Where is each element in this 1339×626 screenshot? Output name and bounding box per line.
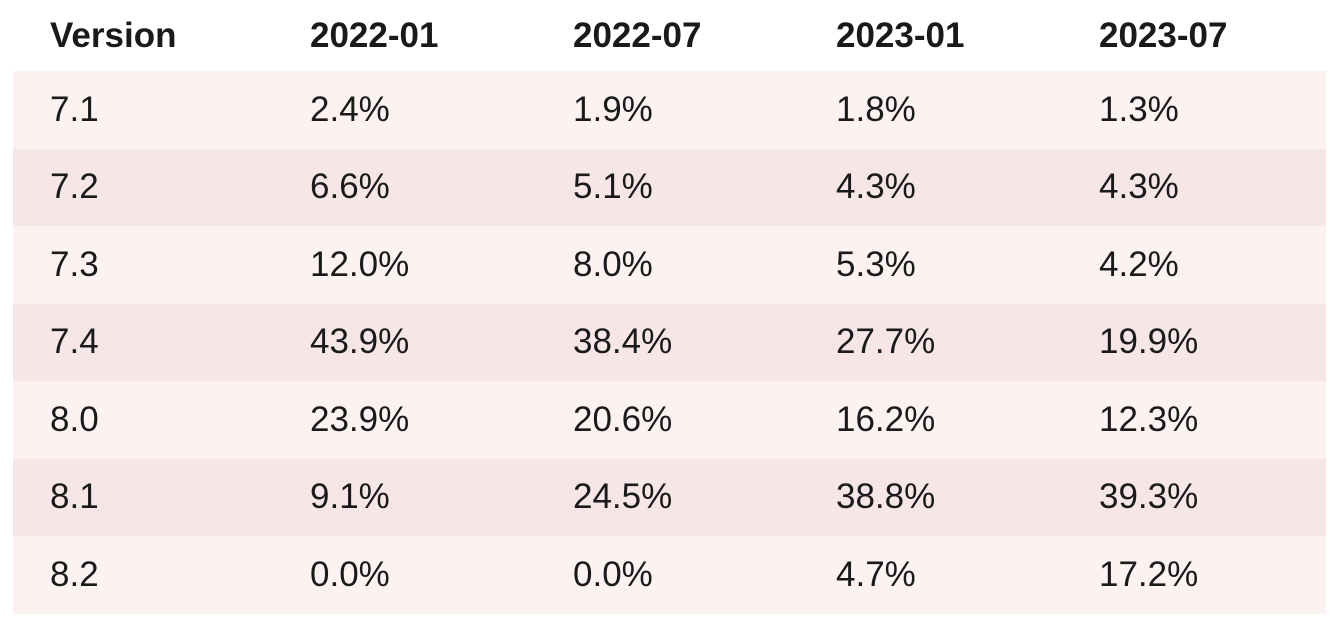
value-cell: 24.5% [573,477,673,517]
value-cell: 4.7% [836,554,916,594]
column-header-2023-07: 2023-07 [1099,15,1228,55]
value-cell: 27.7% [836,322,936,362]
table-row: 7.3 12.0% 8.0% 5.3% 4.2% [13,226,1326,304]
version-cell: 7.3 [50,244,99,284]
value-cell: 39.3% [1099,477,1199,517]
value-cell: 0.0% [310,554,390,594]
value-cell: 9.1% [310,477,390,517]
table-row: 7.4 43.9% 38.4% 27.7% 19.9% [13,303,1326,381]
column-header-2022-01: 2022-01 [310,15,439,55]
value-cell: 6.6% [310,167,390,207]
version-cell: 7.4 [50,322,99,362]
value-cell: 1.3% [1099,89,1179,129]
value-cell: 16.2% [836,399,936,439]
value-cell: 12.3% [1099,399,1199,439]
table-header-row: Version 2022-01 2022-07 2023-01 2023-07 [13,0,1326,71]
column-header-2022-07: 2022-07 [573,15,702,55]
value-cell: 1.8% [836,89,916,129]
table-row: 8.1 9.1% 24.5% 38.8% 39.3% [13,458,1326,536]
value-cell: 38.8% [836,477,936,517]
version-cell: 8.0 [50,399,99,439]
value-cell: 4.2% [1099,244,1179,284]
value-cell: 1.9% [573,89,653,129]
value-cell: 12.0% [310,244,410,284]
table-row: 7.1 2.4% 1.9% 1.8% 1.3% [13,71,1326,149]
version-share-table: Version 2022-01 2022-07 2023-01 2023-07 … [13,0,1326,614]
version-cell: 8.1 [50,477,99,517]
version-cell: 7.2 [50,167,99,207]
version-cell: 7.1 [50,89,99,129]
table-row: 8.2 0.0% 0.0% 4.7% 17.2% [13,536,1326,614]
value-cell: 23.9% [310,399,410,439]
table-row: 7.2 6.6% 5.1% 4.3% 4.3% [13,148,1326,226]
value-cell: 5.3% [836,244,916,284]
version-cell: 8.2 [50,554,99,594]
value-cell: 5.1% [573,167,653,207]
value-cell: 19.9% [1099,322,1199,362]
column-header-2023-01: 2023-01 [836,15,965,55]
value-cell: 4.3% [836,167,916,207]
value-cell: 2.4% [310,89,390,129]
value-cell: 8.0% [573,244,653,284]
value-cell: 4.3% [1099,167,1179,207]
value-cell: 0.0% [573,554,653,594]
version-share-table-container: Version 2022-01 2022-07 2023-01 2023-07 … [13,0,1326,614]
value-cell: 20.6% [573,399,673,439]
table-body: 7.1 2.4% 1.9% 1.8% 1.3% 7.2 6.6% 5.1% 4.3% 4.3% 7.… [13,71,1326,614]
value-cell: 17.2% [1099,554,1199,594]
value-cell: 43.9% [310,322,410,362]
column-header-version: Version [50,15,177,55]
table-row: 8.0 23.9% 20.6% 16.2% 12.3% [13,381,1326,459]
value-cell: 38.4% [573,322,673,362]
